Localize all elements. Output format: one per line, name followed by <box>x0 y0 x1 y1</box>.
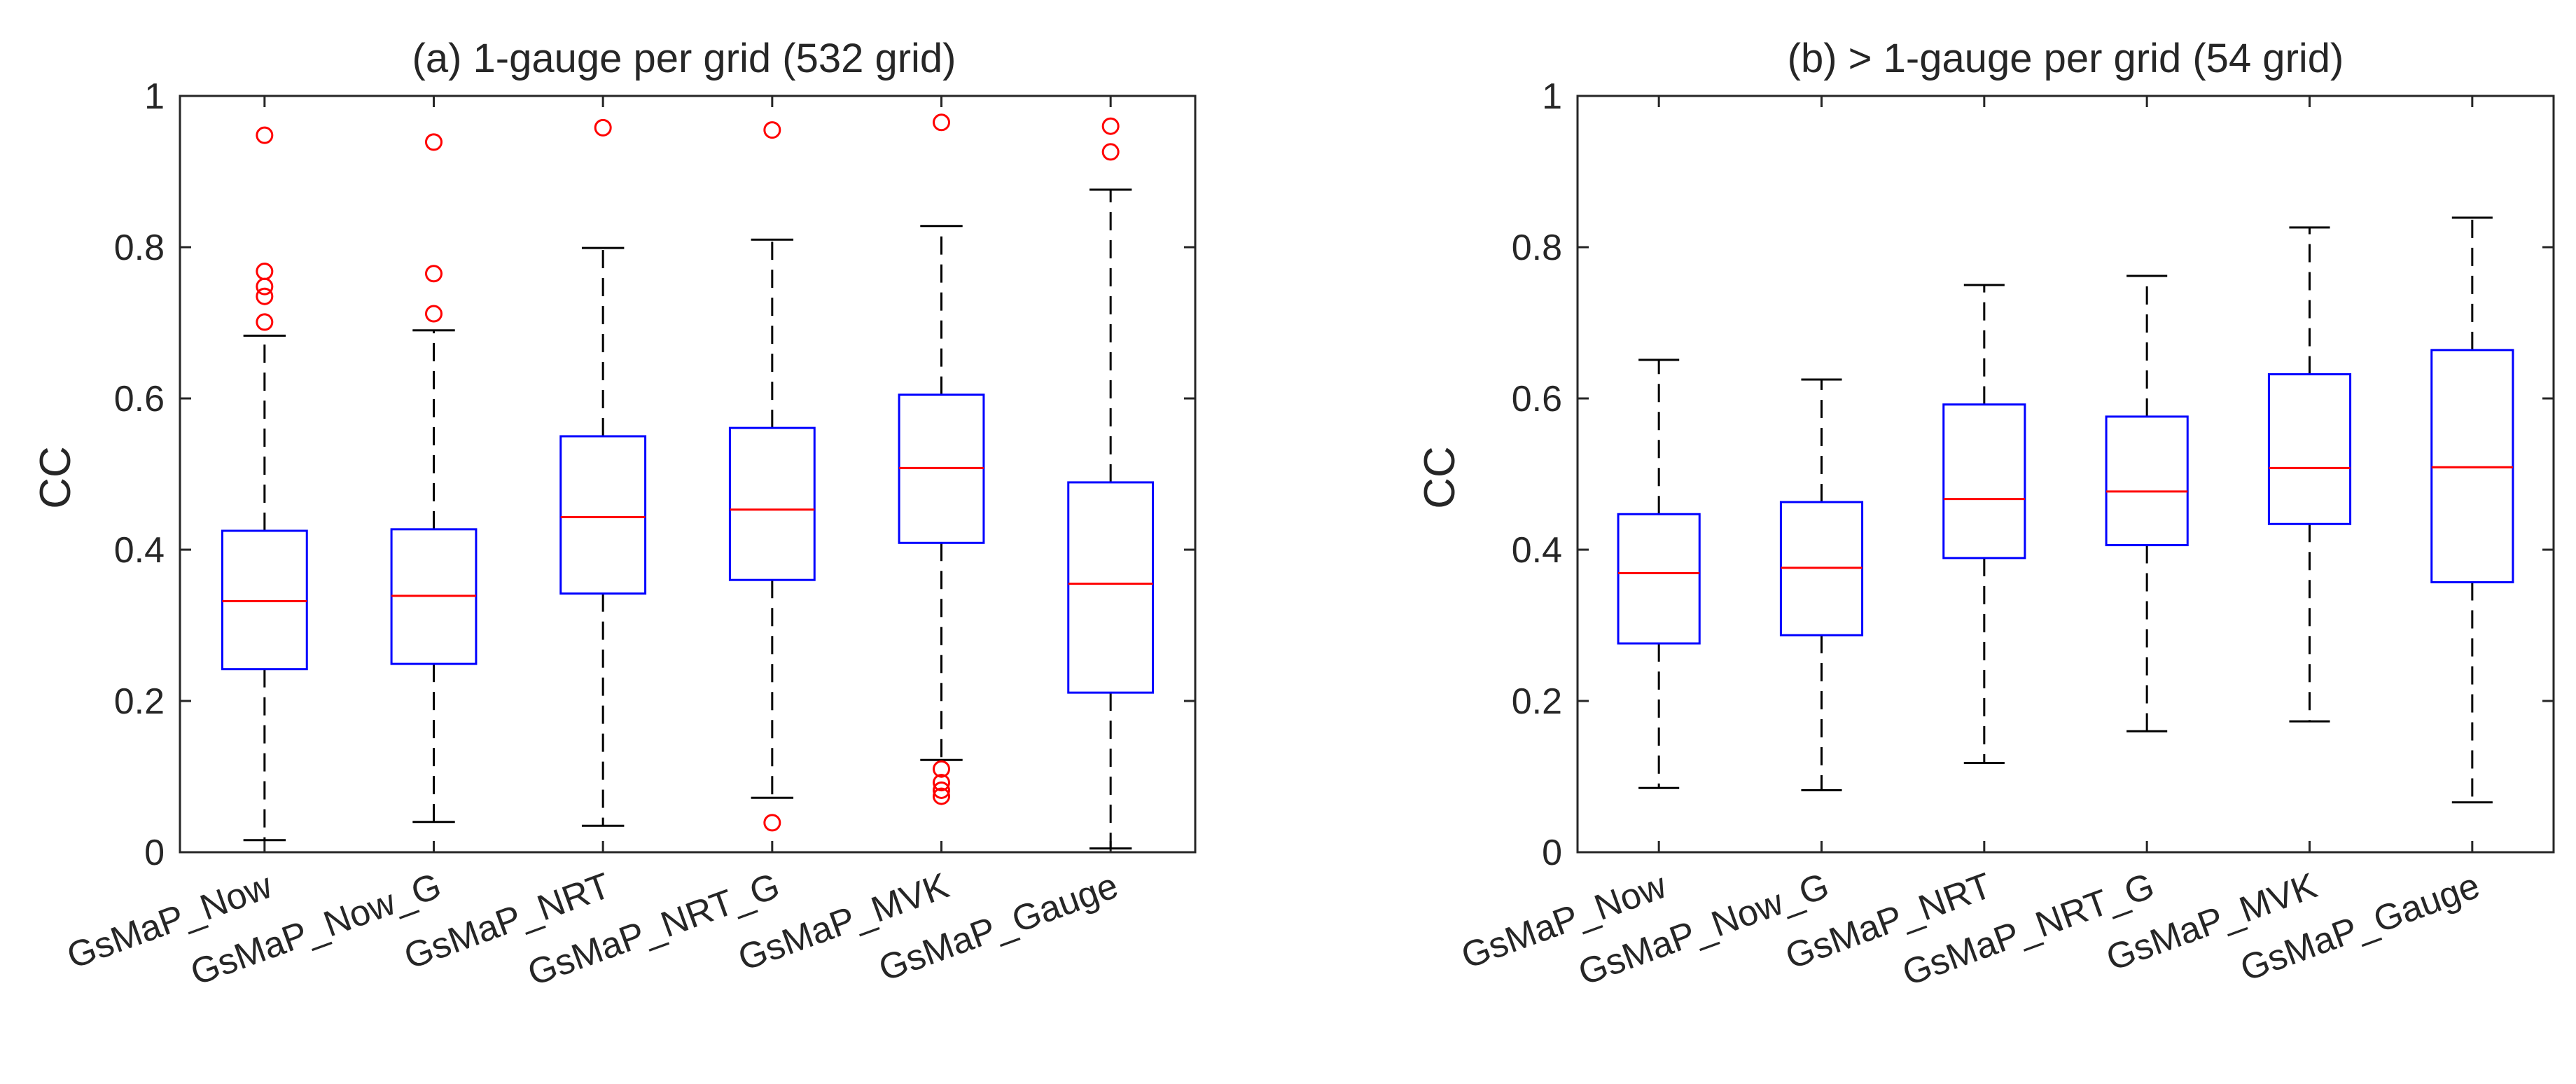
panel-a-outlier-point <box>256 313 274 331</box>
panel-a-box <box>1067 481 1155 694</box>
panel-a-outlier-point <box>933 787 950 805</box>
panel-b-ytick-label: 1 <box>1542 76 1562 117</box>
panel-a-outlier-point <box>425 305 443 323</box>
panel-a-ytick-label: 1 <box>144 76 165 117</box>
panel-b-ytick-label: 0.8 <box>1512 228 1562 268</box>
panel-a-y-axis-label: CC <box>32 446 80 509</box>
panel-b-box <box>2105 415 2189 547</box>
panel-a-outlier-point <box>1101 117 1120 135</box>
panel-a-axes-frame <box>179 95 1197 854</box>
panel-a-outlier-point <box>933 760 950 778</box>
panel-a-ytick-label: 0.8 <box>114 228 165 268</box>
panel-a-outlier-point <box>1101 143 1120 161</box>
panel-a-title: (a) 1-gauge per grid (532 grid) <box>412 36 956 81</box>
panel-b-y-axis-label: CC <box>1416 446 1464 509</box>
panel-b-ytick-label: 0.4 <box>1512 530 1562 571</box>
panel-b-title: (b) > 1-gauge per grid (54 grid) <box>1788 36 2344 81</box>
panel-a-ytick-label: 0.6 <box>114 379 165 419</box>
panel-b-box <box>2430 349 2514 583</box>
panel-a-outlier-point <box>256 277 274 296</box>
panel-a-outlier-point <box>256 287 274 305</box>
panel-b-box <box>1942 403 2026 560</box>
panel-a-outlier-point <box>594 118 612 137</box>
panel-b-box <box>1617 513 1701 645</box>
panel-a-outlier-point <box>763 814 781 832</box>
panel-a-ytick-label: 0.4 <box>114 530 165 571</box>
panel-a: (a) 1-gauge per grid (532 grid) CC 0 0.2 0… <box>32 36 1197 994</box>
panel-a-box <box>221 529 308 671</box>
panel-b: (b) > 1-gauge per grid (54 grid) CC 0 0.2… <box>1416 36 2555 994</box>
panel-a-box <box>728 426 816 581</box>
panel-a-ytick-label: 0.2 <box>114 681 165 722</box>
panel-a-box <box>559 435 647 595</box>
panel-b-axes-frame <box>1576 95 2555 854</box>
panel-a-outlier-point <box>425 265 443 283</box>
panel-a-outlier-point <box>256 126 274 144</box>
panel-b-ytick-label: 0.6 <box>1512 379 1562 419</box>
panel-a-outlier-point <box>933 113 950 132</box>
panel-a-outlier-point <box>763 121 781 139</box>
panel-b-ytick-label: 0.2 <box>1512 681 1562 722</box>
panel-a-outlier-point <box>256 263 274 281</box>
panel-b-ytick-label: 0 <box>1542 833 1562 873</box>
panel-a-outlier-point <box>425 133 443 151</box>
panel-a-outlier-point <box>933 774 950 792</box>
panel-a-outlier-point <box>933 781 950 799</box>
panel-b-box <box>2267 373 2352 525</box>
panel-a-ytick-label: 0 <box>144 833 165 873</box>
